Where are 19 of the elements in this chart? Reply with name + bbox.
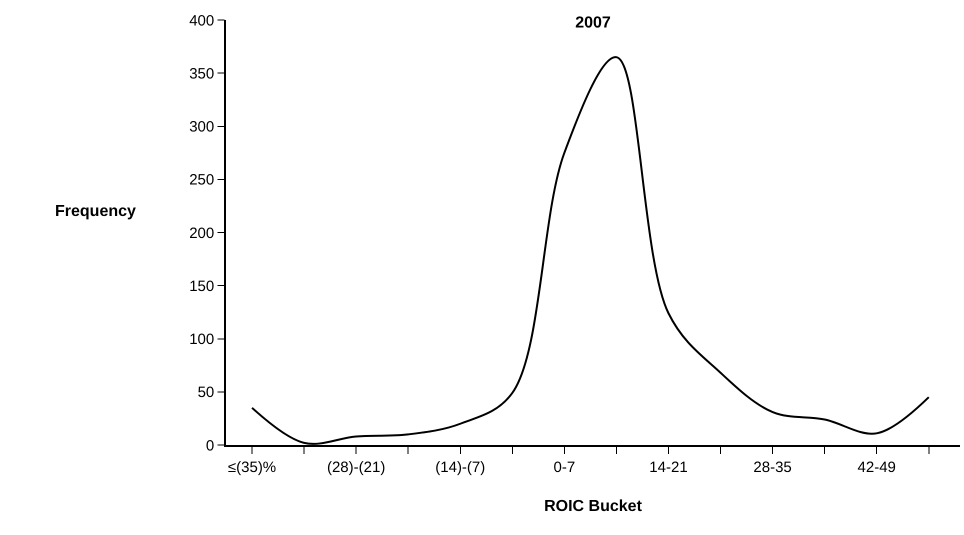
y-axis-title: Frequency [55,203,136,220]
x-tick-label: (14)-(7) [435,458,486,476]
x-tick-label: (28)-(21) [326,458,386,476]
chart-title: 2007 [575,14,611,32]
y-tick-label: 150 [189,278,214,295]
x-tick-label: 0-7 [554,458,576,476]
y-tick-label: 250 [189,172,214,189]
y-tick-label: 0 [206,437,214,454]
x-tick-label: 42-49 [858,458,896,476]
x-tick-label: ≤(35)% [228,458,276,476]
x-axis-title: ROIC Bucket [544,498,643,515]
y-tick-label: 400 [189,12,214,30]
y-tick-label: 200 [189,224,214,242]
y-tick-label: 300 [189,118,214,136]
x-tick-label: 28-35 [753,458,792,476]
y-tick-label: 100 [189,331,214,348]
y-tick-label: 350 [189,65,214,82]
x-tick-label: 14-21 [649,458,688,476]
y-tick-label: 50 [198,384,214,402]
